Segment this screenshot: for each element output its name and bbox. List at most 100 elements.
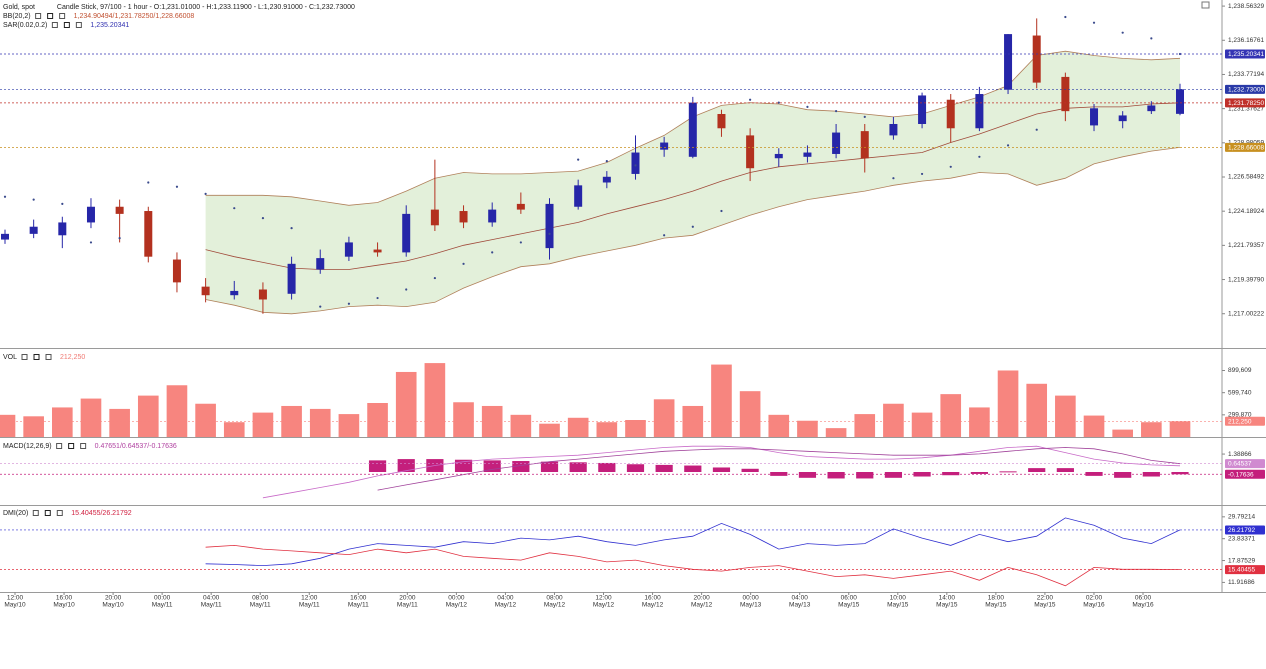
sar-dot <box>806 105 809 108</box>
candle-body <box>430 209 439 226</box>
bar <box>52 407 73 437</box>
indicator-line <box>377 447 1181 491</box>
x-tick-date: May/11 <box>152 602 173 609</box>
bar <box>854 414 876 437</box>
x-tick-date: May/15 <box>887 602 909 609</box>
level-label: 1,231.78250 <box>1228 100 1265 107</box>
sar-dot <box>691 225 694 228</box>
x-tick-date: May/13 <box>740 602 762 609</box>
candle-body <box>860 131 869 159</box>
x-tick-time: 20:00 <box>399 595 416 602</box>
expand-button[interactable] <box>1201 1 1210 9</box>
y-tick-label: 1,238.56329 <box>1228 3 1265 10</box>
bar <box>741 468 759 472</box>
sar-dot <box>3 195 7 198</box>
x-tick-time: 02:00 <box>1086 595 1103 602</box>
y-tick-label: 1.38866 <box>1228 451 1252 458</box>
candle-body <box>172 259 181 283</box>
y-tick-label: 1,233.77194 <box>1228 71 1265 78</box>
bar <box>825 428 847 437</box>
bar <box>655 464 673 472</box>
sar-dot <box>777 101 780 104</box>
sar-dot <box>1035 128 1038 131</box>
y-tick-label: 1,226.58492 <box>1228 174 1265 181</box>
y-tick-label: 1,236.16761 <box>1228 37 1265 44</box>
pane-tool-icon[interactable] <box>75 22 82 28</box>
pane-tool-icon[interactable] <box>51 22 58 28</box>
x-tick-time: 18:00 <box>988 595 1005 602</box>
x-tick-time: 08:00 <box>252 595 269 602</box>
y-tick-label: 899,609 <box>1228 367 1252 374</box>
x-tick-date: May/12 <box>691 602 713 609</box>
bar <box>1114 472 1132 478</box>
bar <box>223 422 245 437</box>
bar <box>338 414 360 437</box>
indicator-readout: 0.47651/0.64537/-0.17636 <box>95 443 177 450</box>
x-tick-date: May/16 <box>1132 602 1154 609</box>
sar-dot <box>405 288 408 291</box>
candle-body <box>774 153 783 159</box>
bar <box>1083 415 1105 437</box>
x-tick-date: May/11 <box>201 602 222 609</box>
pane-tool-icon[interactable] <box>32 510 39 516</box>
x-tick-date: May/10 <box>53 602 75 609</box>
pane-tool-icon[interactable] <box>35 13 42 19</box>
bar <box>569 462 587 472</box>
x-tick-time: 00:00 <box>743 595 760 602</box>
candle-body <box>488 209 497 223</box>
bar <box>1112 429 1133 437</box>
indicator-line <box>262 445 1181 499</box>
candle-body <box>1176 89 1184 114</box>
bar <box>309 408 331 437</box>
pane-tool-icon[interactable] <box>56 443 63 449</box>
bar <box>798 472 817 478</box>
x-tick-date: May/11 <box>250 602 271 609</box>
candle-body <box>660 142 669 150</box>
pane-tool-icon[interactable] <box>56 510 63 516</box>
candle-body <box>287 263 296 294</box>
level-badge <box>1225 84 1265 94</box>
pane: 1,238.56329 1,236.16761 1,233.77194 1,231.3… <box>0 3 1265 317</box>
pane-tool-icon[interactable] <box>59 13 66 19</box>
y-tick-label: 1,219.39790 <box>1228 276 1265 283</box>
pane-tool-icon[interactable] <box>63 22 70 28</box>
x-tick-date: May/13 <box>789 602 811 609</box>
level-badge <box>1225 565 1265 575</box>
pane-tool-icon[interactable] <box>45 354 52 360</box>
candle-body <box>545 203 554 249</box>
level-label: 26.21792 <box>1228 527 1255 534</box>
bollinger-lower <box>205 147 1181 315</box>
level-badge <box>1225 416 1265 426</box>
x-tick-time: 12:00 <box>595 595 612 602</box>
indicator-readout: 15.40455/26.21792 <box>71 510 131 517</box>
y-tick-label: 29.79214 <box>1228 514 1255 521</box>
sar-dot <box>233 207 236 210</box>
level-badge <box>1225 98 1265 108</box>
pane: 29.79214 23.83371 17.87529 11.91686 26.21792… <box>0 510 1265 587</box>
bar <box>368 460 387 472</box>
bar <box>942 472 960 476</box>
bar <box>540 461 559 472</box>
bar <box>711 364 732 437</box>
pane-tool-icon[interactable] <box>33 354 40 360</box>
bar <box>80 398 102 437</box>
bar <box>999 471 1017 473</box>
level-label: 1,235.20341 <box>1228 51 1265 58</box>
bar <box>827 472 845 479</box>
pane-tool-icon[interactable] <box>80 443 87 449</box>
candle-body <box>1147 105 1156 112</box>
pane-tool-icon[interactable] <box>47 13 54 19</box>
x-tick-date: May/16 <box>1083 602 1105 609</box>
pane-tool-icon[interactable] <box>68 443 75 449</box>
bar <box>883 403 904 437</box>
bar <box>512 461 530 472</box>
y-tick-label: 11.91686 <box>1228 579 1255 586</box>
x-tick-date: May/12 <box>593 602 615 609</box>
candle-body <box>918 95 927 124</box>
level-label: 212,250 <box>1228 418 1252 425</box>
pane-tool-icon[interactable] <box>21 354 28 360</box>
sar-dot <box>290 227 293 230</box>
bar <box>567 417 589 437</box>
pane-tool-icon[interactable] <box>44 510 51 516</box>
